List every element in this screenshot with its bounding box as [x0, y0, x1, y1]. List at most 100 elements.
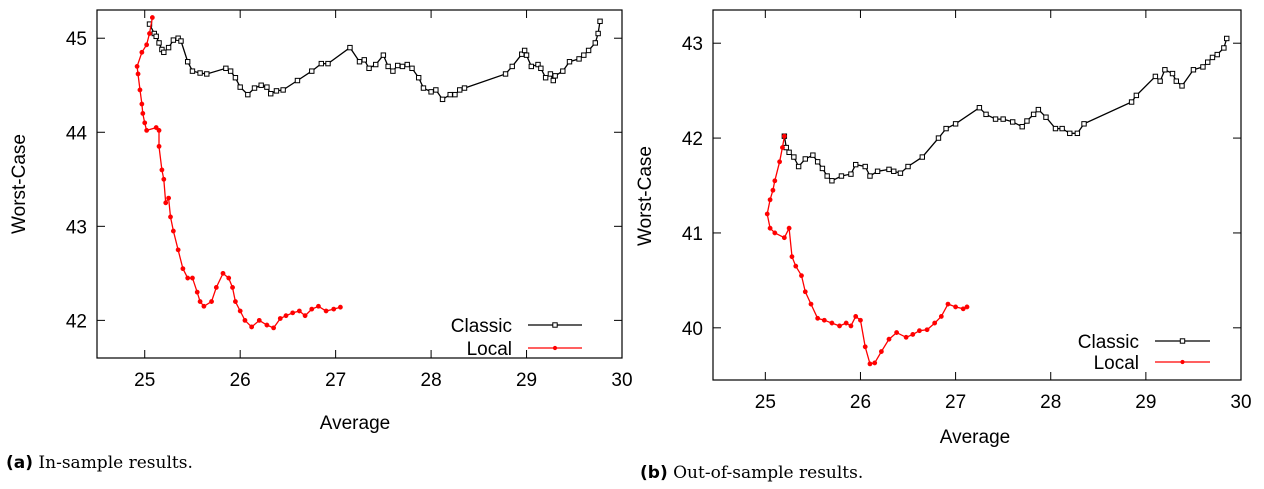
- data-point-local: [233, 299, 238, 304]
- data-point-local: [780, 145, 785, 150]
- caption-a-text: In-sample results.: [38, 453, 193, 473]
- data-point-local: [264, 322, 270, 328]
- data-point-local: [781, 235, 787, 241]
- data-point-local: [142, 120, 148, 126]
- data-point-local: [932, 320, 938, 326]
- data-point-classic: [535, 61, 541, 68]
- data-point-classic: [1190, 67, 1197, 73]
- data-point-local: [862, 344, 868, 350]
- data-point-classic: [461, 85, 468, 91]
- data-point-classic: [394, 62, 401, 69]
- data-point-classic: [791, 154, 797, 160]
- chart-panel-b: 25 26 27 28 29 30 40 41 42 43 Average Worst-Case Cla…: [635, 9, 1252, 448]
- data-point-classic: [576, 56, 582, 62]
- data-point-classic: [814, 159, 821, 165]
- data-point-local: [296, 308, 302, 314]
- data-point-local: [829, 320, 835, 326]
- data-point-classic: [943, 125, 949, 132]
- data-point-classic: [156, 40, 162, 46]
- data-point-classic: [547, 71, 554, 77]
- data-point-local: [331, 306, 337, 312]
- data-point-classic: [447, 91, 453, 98]
- data-point-local: [283, 313, 289, 319]
- data-point-classic: [325, 60, 331, 67]
- data-point-classic: [976, 105, 983, 111]
- data-point-local: [140, 111, 146, 116]
- data-point-local: [135, 71, 141, 77]
- data-point-classic: [439, 96, 446, 103]
- data-point-classic: [1000, 116, 1006, 122]
- data-point-classic: [819, 165, 826, 172]
- data-point-classic: [897, 170, 904, 176]
- data-point-classic: [550, 77, 556, 84]
- data-point-local: [147, 31, 152, 36]
- series-line-local: [766, 136, 968, 365]
- data-point-classic: [373, 61, 379, 68]
- data-point-local: [149, 15, 155, 20]
- data-point-classic: [891, 168, 897, 174]
- data-point-local: [168, 214, 173, 220]
- data-point-classic: [566, 59, 573, 65]
- data-point-classic: [538, 65, 544, 72]
- data-point-classic: [268, 91, 274, 97]
- data-point-local: [194, 289, 200, 295]
- series-line-classic: [148, 21, 601, 101]
- data-point-classic: [1059, 125, 1065, 132]
- data-point-local: [837, 323, 842, 329]
- data-point-classic: [189, 68, 196, 74]
- data-point-local: [316, 303, 321, 309]
- chart-panel-a: 25 26 27 28 29 30 42 43 44 45 Average Worst-Case Cla…: [9, 9, 633, 434]
- x-tick-label: 29: [516, 370, 537, 391]
- data-point-classic: [992, 116, 999, 122]
- data-point-local: [772, 178, 778, 184]
- data-point-classic: [415, 75, 422, 81]
- x-axis-label: Average: [320, 413, 390, 434]
- x-tick-label: 26: [230, 370, 251, 391]
- data-point-local: [878, 349, 884, 354]
- data-point-local: [910, 332, 916, 337]
- data-point-classic: [1224, 35, 1230, 42]
- data-point-classic: [380, 52, 387, 58]
- data-point-local: [793, 263, 799, 269]
- data-point-classic: [597, 18, 603, 24]
- data-point-classic: [1035, 106, 1042, 113]
- data-point-classic: [223, 65, 229, 72]
- data-point-classic: [153, 33, 159, 40]
- data-point-local: [917, 328, 922, 334]
- data-point-classic: [165, 44, 172, 51]
- plot-frame: [96, 9, 623, 359]
- data-point-classic: [521, 47, 528, 54]
- data-point-classic: [952, 121, 959, 127]
- y-tick-label: 40: [682, 319, 703, 340]
- data-point-local: [770, 187, 776, 193]
- series-line-local: [136, 17, 341, 329]
- data-point-local: [185, 275, 191, 281]
- data-point-local: [848, 323, 854, 329]
- data-point-classic: [1157, 78, 1163, 84]
- data-point-classic: [161, 49, 167, 56]
- data-point-local: [815, 315, 821, 321]
- data-point-local: [271, 325, 276, 331]
- data-point-local: [134, 64, 140, 69]
- x-tick-label: 25: [755, 392, 776, 413]
- data-point-classic: [1173, 78, 1180, 84]
- data-point-local: [767, 197, 773, 203]
- data-point-classic: [251, 85, 258, 91]
- data-point-classic: [838, 173, 845, 179]
- data-point-classic: [280, 87, 286, 93]
- x-tick-label: 25: [134, 370, 155, 391]
- data-point-local: [786, 225, 792, 231]
- data-point-local: [277, 316, 283, 321]
- data-point-classic: [1214, 51, 1220, 58]
- data-point-classic: [595, 30, 601, 37]
- data-point-classic: [1221, 45, 1227, 51]
- data-point-classic: [428, 89, 434, 95]
- data-point-local: [853, 314, 859, 319]
- data-point-local: [903, 334, 909, 340]
- x-tick-label: 27: [325, 370, 346, 391]
- data-point-classic: [581, 52, 587, 58]
- data-point-local: [843, 320, 849, 326]
- data-point-classic: [528, 63, 535, 70]
- data-point-local: [781, 133, 787, 139]
- data-point-local: [964, 304, 970, 310]
